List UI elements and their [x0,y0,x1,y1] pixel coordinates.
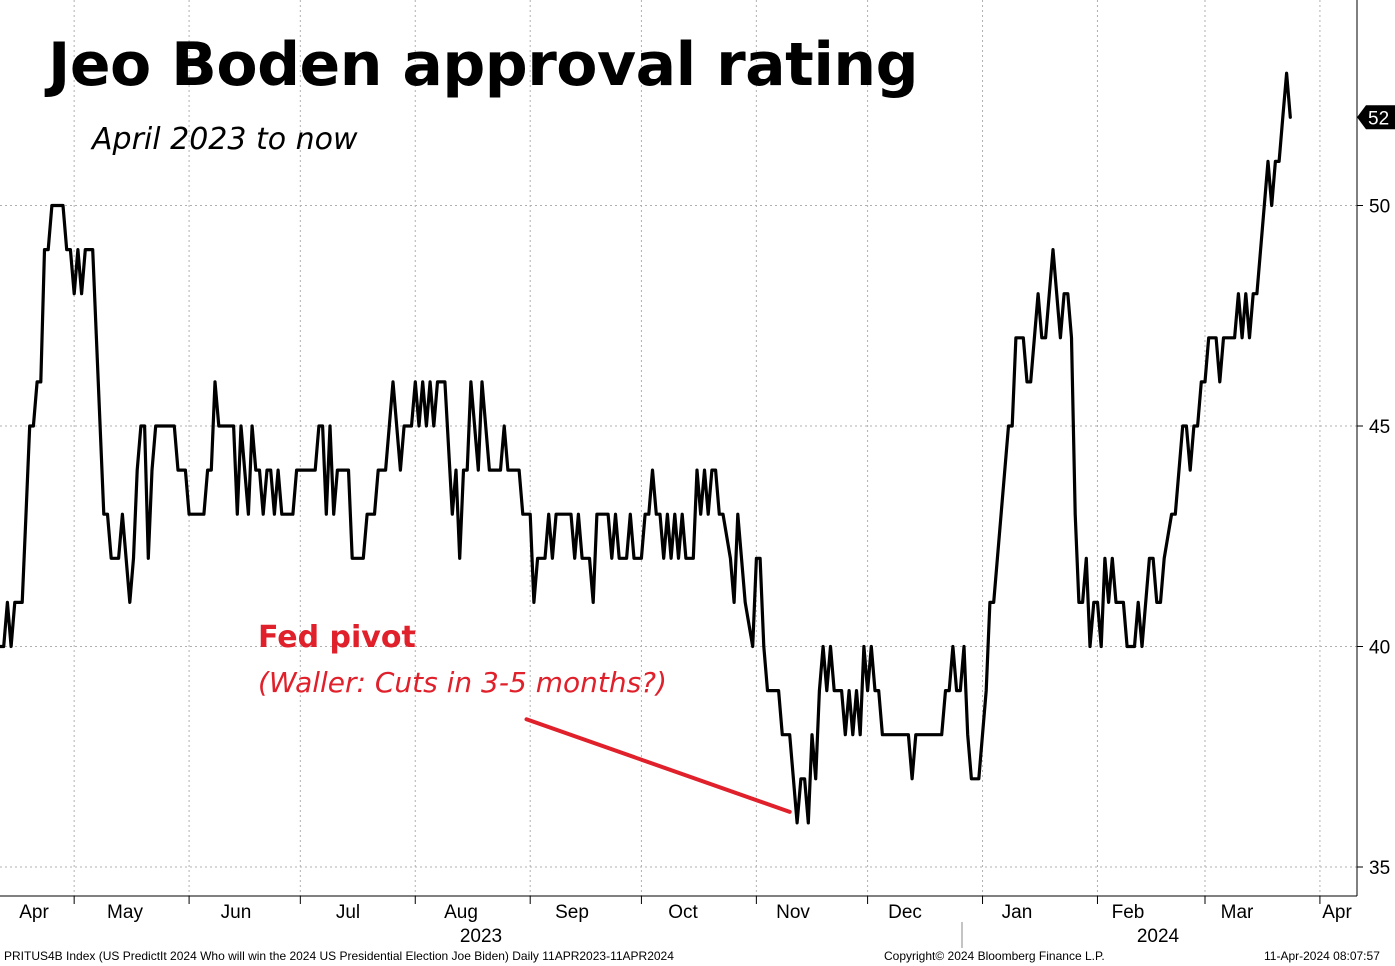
chart-subtitle: April 2023 to now [92,122,358,157]
timestamp-footer: 11-Apr-2024 08:07:57 [1264,949,1380,963]
annotation-title: Fed pivot [258,620,416,655]
x-tick-label: Nov [776,902,810,923]
y-tick-label: 35 [1369,858,1390,879]
x-tick-label: Aug [444,902,478,923]
copyright-footer: Copyright© 2024 Bloomberg Finance L.P. [884,949,1105,963]
last-value-flag [1357,105,1395,130]
x-tick-label: Apr [19,902,49,923]
x-tick-label: Mar [1221,902,1254,923]
source-footer: PRITUS4B Index (US PredictIt 2024 Who wi… [4,949,674,963]
x-tick-label: Oct [668,902,698,923]
last-value-label: 52 [1368,108,1389,129]
year-label: 2023 [460,926,502,947]
chart-title: Jeo Boden approval rating [48,30,919,100]
approval-series-line [0,71,1292,825]
x-tick-label: Apr [1322,902,1352,923]
x-tick-label: Feb [1112,902,1145,923]
y-tick-label: 45 [1369,417,1390,438]
x-tick-label: Dec [888,902,922,923]
annotation-arrow [524,717,792,814]
x-tick-label: Jan [1002,902,1033,923]
year-label: 2024 [1137,926,1180,947]
annotation-text: (Waller: Cuts in 3-5 months?) [258,666,667,699]
y-tick-label: 40 [1369,638,1390,659]
x-tick-label: Sep [555,902,589,923]
x-tick-label: May [107,902,143,923]
x-tick-label: Jul [336,902,360,923]
annotation-layer [524,717,792,814]
series-layer [0,71,1292,825]
x-tick-label: Jun [221,902,252,923]
y-tick-label: 50 [1369,197,1390,218]
